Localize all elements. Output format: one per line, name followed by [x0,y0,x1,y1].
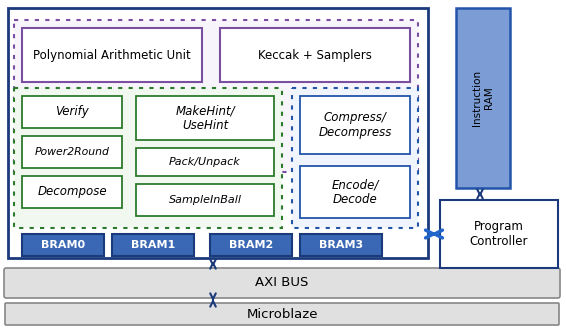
Text: Verify: Verify [55,106,89,118]
Text: Keccak + Samplers: Keccak + Samplers [258,49,372,61]
Text: Encode/
Decode: Encode/ Decode [331,178,379,206]
Text: BRAM1: BRAM1 [131,240,175,250]
FancyBboxPatch shape [136,96,274,140]
Text: Polynomial Arithmetic Unit: Polynomial Arithmetic Unit [33,49,191,61]
Text: BRAM0: BRAM0 [41,240,85,250]
FancyBboxPatch shape [4,268,560,298]
FancyBboxPatch shape [22,234,104,256]
FancyBboxPatch shape [456,8,510,188]
Text: BRAM2: BRAM2 [229,240,273,250]
FancyBboxPatch shape [210,234,292,256]
FancyBboxPatch shape [300,234,382,256]
Bar [14,20,418,172]
Text: SampleInBall: SampleInBall [169,195,242,205]
FancyBboxPatch shape [300,166,410,218]
FancyBboxPatch shape [22,176,122,208]
FancyBboxPatch shape [300,96,410,154]
Text: Instruction
RAM: Instruction RAM [472,70,494,126]
Bar [14,88,282,228]
Text: Pack/Unpack: Pack/Unpack [169,157,241,167]
Text: Microblaze: Microblaze [246,308,318,320]
Text: AXI BUS: AXI BUS [255,277,308,289]
FancyBboxPatch shape [136,148,274,176]
Text: Program
Controller: Program Controller [470,220,528,248]
Bar [292,88,418,228]
Text: MakeHint/
UseHint: MakeHint/ UseHint [175,104,235,132]
FancyBboxPatch shape [112,234,194,256]
Text: Decompose: Decompose [37,185,107,199]
FancyBboxPatch shape [220,28,410,82]
FancyBboxPatch shape [136,184,274,216]
Text: Compress/
Decompress: Compress/ Decompress [318,111,392,139]
FancyBboxPatch shape [22,96,122,128]
FancyBboxPatch shape [8,8,428,258]
FancyBboxPatch shape [22,136,122,168]
Text: Power2Round: Power2Round [35,147,109,157]
FancyBboxPatch shape [5,303,559,325]
Text: BRAM3: BRAM3 [319,240,363,250]
FancyBboxPatch shape [22,28,202,82]
FancyBboxPatch shape [440,200,558,268]
